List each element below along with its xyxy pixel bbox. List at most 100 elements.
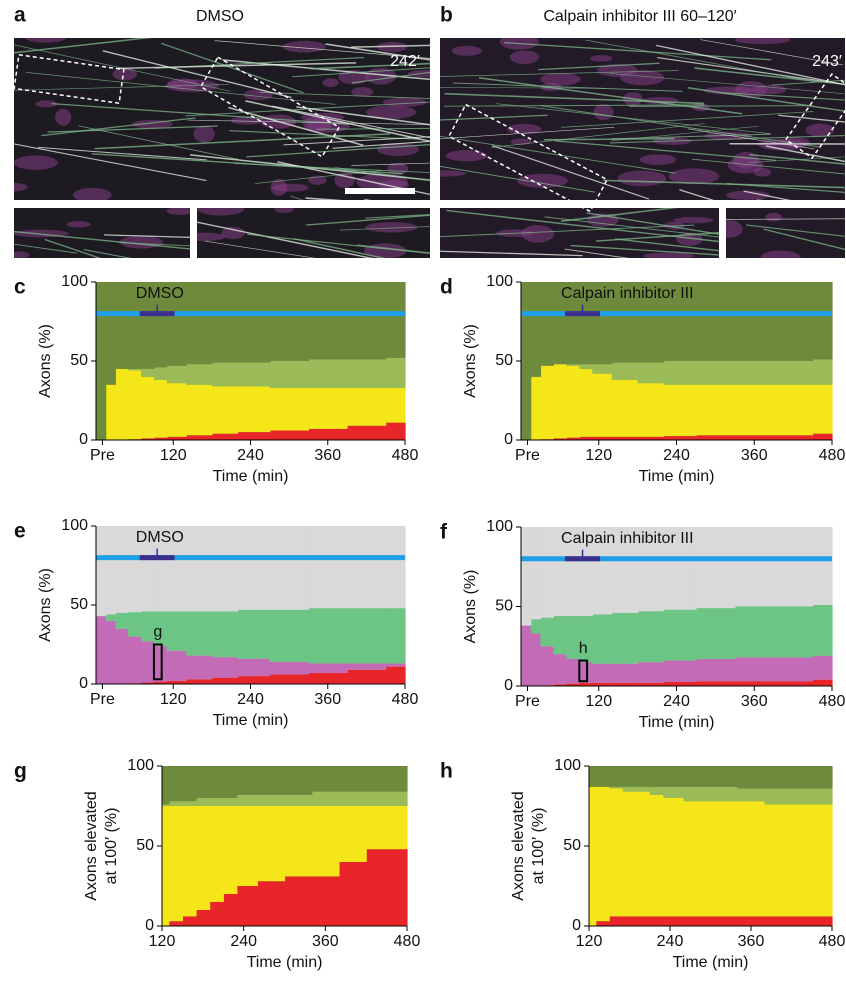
area-segment — [611, 612, 639, 664]
area-segment — [385, 608, 406, 664]
micrograph-inset — [726, 208, 845, 258]
fiber — [778, 114, 845, 123]
fiber — [259, 91, 430, 100]
y-tick-label: 0 — [79, 675, 88, 692]
fiber — [595, 232, 719, 242]
fiber — [357, 244, 430, 254]
area-segment — [521, 282, 532, 440]
area-segment — [115, 368, 129, 440]
texture — [197, 208, 430, 258]
area-segment — [284, 806, 313, 877]
blob — [593, 104, 614, 121]
fiber — [687, 87, 845, 112]
area-segment — [168, 921, 184, 926]
fiber — [44, 238, 102, 258]
x-tick-label: 480 — [819, 447, 846, 464]
area-segment — [366, 806, 394, 850]
area-segment — [366, 791, 394, 806]
roi-box — [447, 103, 609, 213]
area-segment — [710, 786, 739, 802]
area-segment — [764, 766, 793, 789]
area-segment — [566, 527, 580, 617]
area-segment — [637, 436, 665, 440]
area-segment — [128, 636, 142, 684]
blob — [734, 38, 791, 45]
fiber — [102, 50, 292, 99]
area-segment — [347, 425, 387, 440]
area-segment — [609, 766, 624, 787]
highlight-box — [152, 643, 163, 681]
area-segment — [589, 766, 597, 787]
area-segment — [611, 379, 639, 437]
blob — [243, 89, 273, 101]
area-segment — [592, 663, 613, 683]
micrographs — [13, 38, 846, 258]
area-segment — [663, 527, 697, 610]
area-segment — [734, 527, 775, 607]
area-segment — [393, 806, 408, 850]
area-segment — [592, 364, 613, 374]
fiber — [544, 216, 719, 238]
fiber — [440, 250, 583, 257]
area-segment — [347, 669, 387, 684]
blob — [499, 38, 539, 50]
y-tick-label: 100 — [554, 757, 581, 774]
area-segment — [162, 806, 170, 926]
fiber — [726, 218, 845, 220]
area-segment — [812, 679, 833, 686]
fiber — [310, 62, 430, 70]
area-segment — [385, 387, 406, 423]
area-segment — [269, 674, 310, 684]
area-segment — [649, 916, 664, 926]
area-segment — [211, 611, 239, 658]
fiber — [444, 104, 705, 107]
area-segment — [592, 282, 613, 365]
fiber — [187, 119, 430, 125]
area-segment — [663, 384, 697, 437]
area-segment — [311, 791, 340, 806]
fiber — [47, 125, 218, 133]
area-segment — [308, 359, 348, 388]
fiber — [14, 38, 153, 54]
fiber — [628, 105, 813, 107]
fiber — [609, 73, 845, 95]
y-tick-label: 100 — [61, 517, 88, 534]
blob — [509, 50, 540, 64]
highlight-label: g — [153, 624, 162, 641]
area-segment — [540, 282, 554, 366]
fiber — [103, 234, 190, 239]
area-segment — [773, 527, 814, 607]
area-segment — [166, 282, 187, 366]
fiber — [679, 189, 715, 200]
area-segment — [211, 526, 239, 612]
area-segment — [636, 791, 651, 917]
area-segment — [237, 282, 271, 363]
area-segment — [385, 282, 406, 358]
area-segment — [211, 386, 239, 434]
area-segment — [637, 527, 665, 612]
x-tick-label: Pre — [515, 693, 540, 710]
y-axis-label: Axons elevated — [510, 791, 527, 900]
area-segment — [622, 786, 637, 792]
fiber — [446, 209, 719, 243]
area-segment — [153, 379, 168, 438]
area-segment — [566, 365, 580, 438]
x-tick-label: 360 — [741, 693, 768, 710]
area-segment — [308, 428, 348, 440]
area-segment — [96, 526, 107, 617]
area-segment — [308, 387, 348, 429]
area-segment — [385, 666, 406, 684]
area-segment — [566, 658, 580, 684]
area-segment — [186, 611, 213, 656]
area-segment — [284, 876, 313, 926]
area-segment — [579, 368, 593, 437]
area-segment — [269, 430, 310, 440]
area-segment — [695, 361, 736, 385]
fiber — [452, 82, 683, 92]
roi-box — [199, 56, 341, 158]
area-segment — [540, 646, 554, 686]
area-segment — [812, 433, 833, 440]
area-segment — [385, 422, 406, 440]
area-segment — [141, 376, 155, 439]
fiber — [585, 39, 815, 83]
